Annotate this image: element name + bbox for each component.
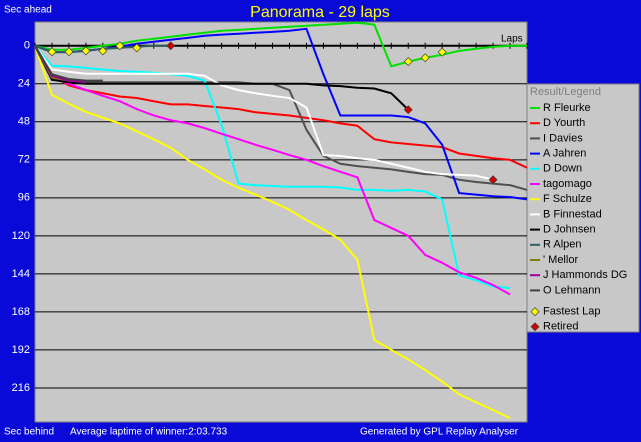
y-tick-label: 216 [12,382,30,394]
marker [166,41,176,51]
y-tick-label: 192 [12,344,30,356]
marker [115,41,125,51]
marker [437,47,447,57]
legend-marker [530,322,540,332]
legend-label: O Lehmann [543,284,600,296]
series-line [34,21,527,68]
legend-label: R Alpen [543,239,582,251]
y-tick-label: 144 [12,268,30,280]
marker [132,43,142,53]
y-tick-label: 72 [18,154,30,166]
plot-area [34,21,528,423]
y-tick-label: 120 [12,230,30,242]
series-line [34,45,409,111]
legend-box [526,83,640,333]
marker [81,46,91,56]
y-tick-label: 96 [18,192,30,204]
legend-label: A Jahren [543,148,586,160]
legend-label: J Hammonds DG [543,269,627,281]
legend-label: B Finnestad [543,208,602,220]
legend-label: ' Mellor [543,254,578,266]
legend-label: Retired [543,321,578,333]
series-line [34,45,528,191]
legend-label: D Down [543,163,582,175]
y-tick-label: 0 [24,40,30,52]
series-line [34,45,511,419]
marker [420,53,430,63]
marker [403,57,413,67]
legend-label: I Davies [543,132,583,144]
y-tick-label: 48 [18,116,30,128]
marker [488,175,498,185]
legend-label: Fastest Lap [543,306,600,318]
chart-title: Panorama - 29 laps [250,4,390,21]
legend-label: tagomago [543,178,592,190]
legend-label: F Schulze [543,193,592,205]
legend-title: Result/Legend [530,86,601,98]
footer-right: Generated by GPL Replay Analyser [360,427,519,438]
series-line [34,45,103,82]
legend-label: D Yourth [543,117,585,129]
x-label: Laps [501,34,523,45]
marker [403,105,413,115]
marker [98,46,108,56]
legend-label: R Fleurke [543,102,591,114]
y-tick-label: 168 [12,306,30,318]
series-line [34,45,511,290]
y-label-bottom: Sec behind [4,427,54,438]
footer-left: Average laptime of winner:2:03.733 [70,427,228,438]
marker [64,47,74,57]
series-line [34,45,494,181]
series-line [34,45,511,296]
series-line [34,45,528,169]
marker [47,47,57,57]
y-label-top: Sec ahead [4,5,52,16]
legend-label: D Johnsen [543,224,596,236]
y-tick-label: 24 [18,78,30,90]
legend-marker [530,307,540,317]
